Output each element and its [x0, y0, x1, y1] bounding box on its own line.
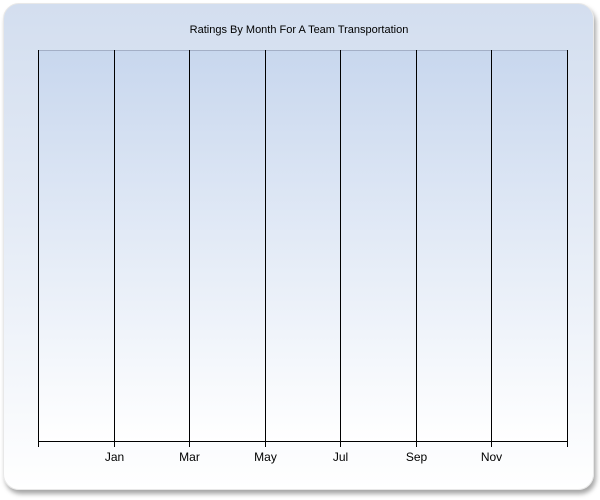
- chart-title: Ratings By Month For A Team Transportati…: [190, 24, 409, 36]
- x-tick-label: May: [254, 450, 277, 464]
- x-axis-ticks: Jan Mar May Jul Sep Nov: [38, 441, 568, 464]
- plot-area: [38, 50, 567, 441]
- x-tick-label: Jan: [105, 450, 124, 464]
- x-tick-label: Jul: [333, 450, 348, 464]
- x-tick-label: Sep: [406, 450, 428, 464]
- gridlines: [38, 50, 568, 441]
- x-tick-label: Mar: [179, 450, 200, 464]
- x-tick-label: Nov: [481, 450, 502, 464]
